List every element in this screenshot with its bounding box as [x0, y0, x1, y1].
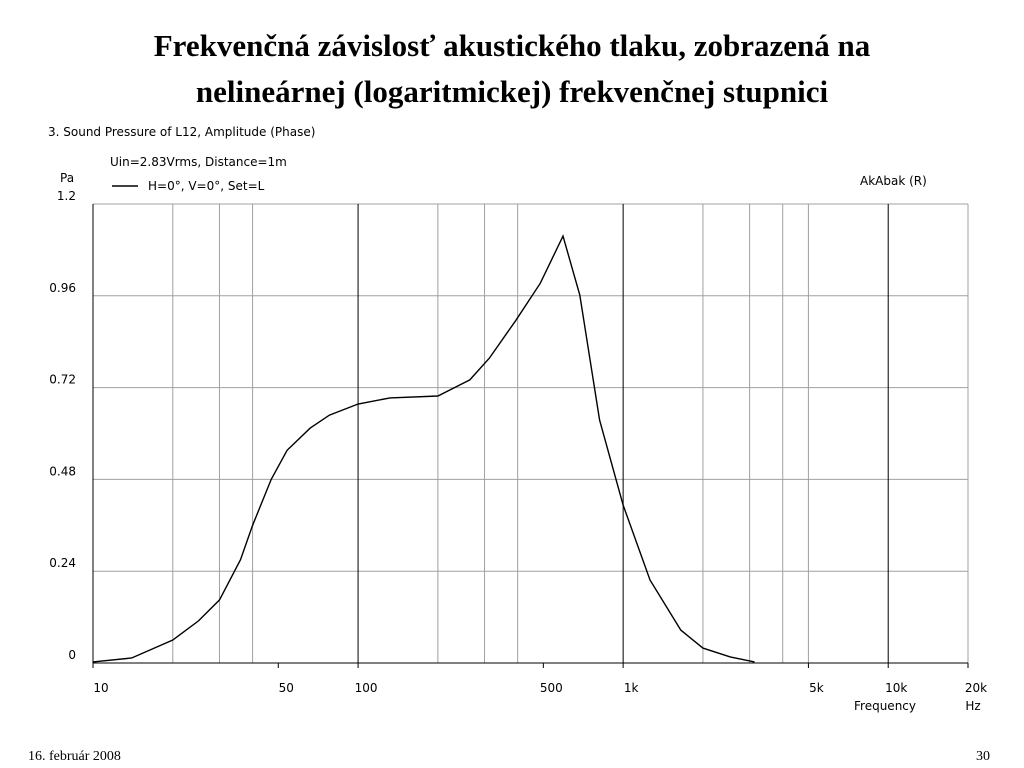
y-axis-label: Pa [60, 171, 74, 185]
legend-label: H=0°, V=0°, Set=L [148, 179, 265, 193]
footer-date: 16. február 2008 [28, 749, 121, 764]
slide-title: nelineárnej (logaritmickej) frekvenčnej … [196, 74, 829, 109]
chart-title: 3. Sound Pressure of L12, Amplitude (Pha… [48, 125, 315, 139]
y-tick-label: 0.96 [49, 281, 76, 295]
y-tick-label: 1.2 [57, 189, 76, 203]
y-tick-label: 0.48 [49, 464, 76, 478]
slide-title: Frekvenčná závislosť akustického tlaku, … [154, 28, 871, 63]
chart-subtitle: Uin=2.83Vrms, Distance=1m [110, 155, 287, 169]
y-tick-label: 0.72 [49, 373, 76, 387]
page-number: 30 [976, 749, 990, 764]
x-tick-label: 500 [540, 681, 563, 695]
x-tick-label: 100 [355, 681, 378, 695]
x-axis-label: Frequency [854, 699, 916, 713]
x-tick-label: 10k [885, 681, 907, 695]
y-tick-label: 0.24 [49, 556, 76, 570]
x-tick-label: 1k [624, 681, 639, 695]
x-tick-label: 50 [279, 681, 294, 695]
data-line [92, 234, 755, 663]
annotation: AkAbak (R) [860, 174, 927, 188]
y-tick-label: 0 [68, 648, 76, 662]
x-tick-label: 10 [93, 681, 108, 695]
x-tick-label: 20k [965, 681, 987, 695]
x-tick-label: 5k [809, 681, 824, 695]
x-unit: Hz [965, 699, 980, 713]
